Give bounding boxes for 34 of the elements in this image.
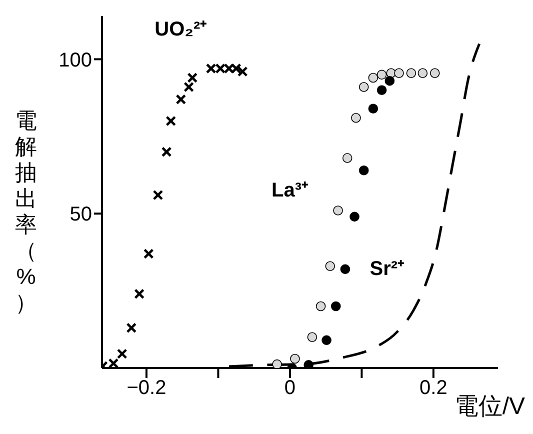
point [350, 212, 360, 222]
series-label: Sr²⁺ [370, 258, 405, 280]
point [340, 264, 350, 274]
x-tick-label: 0.2 [420, 377, 448, 400]
point [322, 335, 332, 346]
point [290, 354, 300, 364]
point [325, 261, 336, 272]
point [316, 301, 326, 312]
point [368, 104, 378, 114]
y-tick-label: 100 [58, 49, 92, 72]
point [333, 206, 343, 216]
y-tick-label: 50 [70, 204, 92, 226]
y-axis-title: 電解抽出率（%） [14, 108, 38, 316]
point [351, 112, 361, 123]
x-tick-label: 0 [284, 377, 296, 400]
point [307, 332, 318, 342]
series-label: UO₂²⁺ [154, 18, 208, 40]
point [430, 68, 440, 78]
point [342, 153, 352, 163]
point [376, 85, 387, 96]
point [406, 68, 416, 78]
x-axis-title: 電位/V [454, 392, 525, 422]
point [376, 70, 387, 80]
point [384, 76, 395, 86]
point [304, 360, 314, 368]
series-label: La³⁺ [272, 180, 309, 202]
point [358, 165, 369, 176]
point [330, 301, 341, 312]
point [418, 68, 428, 78]
point [272, 359, 282, 368]
point [394, 68, 404, 78]
x-tick-label: −0.2 [126, 377, 166, 400]
point [368, 72, 378, 83]
point [358, 82, 369, 92]
